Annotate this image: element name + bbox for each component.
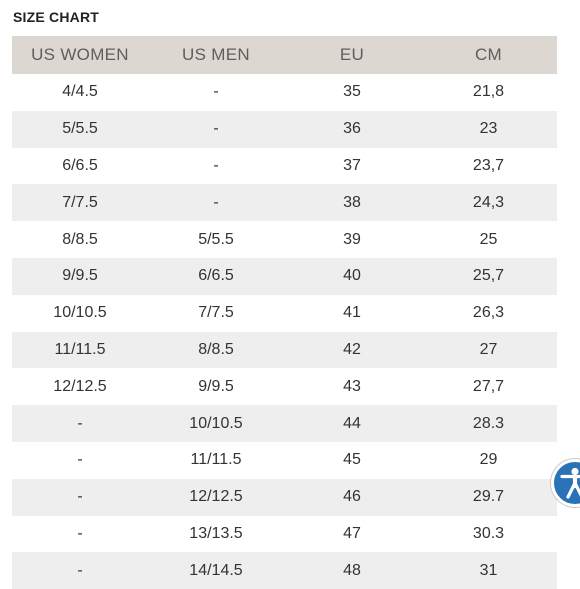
cell-us-women: 8/8.5: [62, 230, 98, 248]
table-row: 10/10.5 7/7.5 41 26,3: [12, 295, 557, 332]
cell-cm: 25,7: [420, 257, 557, 295]
cell-cm: 29.7: [420, 478, 557, 516]
cell-us-men: 7/7.5: [198, 304, 234, 322]
cell-us-women: -: [12, 405, 148, 442]
cell-eu: 42: [284, 331, 420, 369]
table-body: 4/4.5-35 21,8 5/5.5-36 23 6/6.5-37 23,7 7/7.5-…: [12, 74, 557, 589]
cell-us-men: 12/12.5: [148, 478, 284, 516]
cell-cm: 21,8: [472, 83, 505, 101]
table-row: 9/9.5 6/6.5 40 25,7: [12, 257, 557, 295]
table-row: - 13/13.5 47 30.3: [12, 516, 557, 553]
cell-eu: 35: [343, 83, 361, 101]
cell-us-women: 7/7.5: [12, 184, 148, 222]
accessibility-icon: [560, 467, 580, 499]
cell-eu: 47: [343, 524, 361, 542]
cell-us-men: 10/10.5: [148, 405, 284, 442]
table-row: 4/4.5 - 35 21,8: [12, 74, 557, 111]
table-row: 7/7.5-38 24,3: [12, 184, 557, 222]
cell-cm: 24,3: [420, 184, 557, 222]
header-eu: EU: [284, 36, 420, 74]
table-row: 8/8.5 5/5.5 39 25: [12, 221, 557, 258]
cell-us-men: 14/14.5: [148, 552, 284, 589]
size-chart-title: SIZE CHART: [13, 9, 99, 25]
header-cm: CM: [420, 36, 557, 74]
cell-eu: 46: [284, 478, 420, 516]
cell-eu: 37: [343, 156, 361, 174]
cell-us-women: 10/10.5: [53, 304, 107, 322]
cell-cm: 31: [420, 552, 557, 589]
cell-eu: 43: [343, 377, 361, 395]
cell-eu: 45: [343, 451, 361, 469]
cell-cm: 27: [420, 331, 557, 369]
table-header-row: US WOMEN US MEN EU CM: [12, 36, 557, 74]
cell-us-men: 11/11.5: [190, 451, 242, 469]
table-row: 5/5.5-36 23: [12, 110, 557, 148]
header-us-men: US MEN: [148, 36, 284, 74]
cell-cm: 30.3: [472, 524, 505, 542]
cell-us-men: -: [148, 110, 284, 148]
cell-cm: 26,3: [472, 304, 505, 322]
cell-eu: 44: [284, 405, 420, 442]
header-us-women: US WOMEN: [12, 36, 148, 74]
cell-us-women: -: [12, 552, 148, 589]
cell-eu: 41: [343, 304, 361, 322]
size-chart-table: US WOMEN US MEN EU CM 4/4.5-35 21,8 5/5.5-…: [12, 36, 557, 589]
cell-us-men: 9/9.5: [198, 377, 234, 395]
cell-eu: 39: [343, 230, 361, 248]
cell-us-men: -: [213, 83, 219, 101]
table-row: 12/12.5 9/9.5 43 27,7: [12, 368, 557, 405]
cell-us-men: -: [213, 156, 219, 174]
cell-us-men: -: [148, 184, 284, 222]
cell-cm: 29: [479, 451, 498, 469]
cell-us-men: 13/13.5: [189, 524, 243, 542]
cell-cm: 23,7: [472, 156, 505, 174]
cell-us-women: 12/12.5: [53, 377, 107, 395]
table-row: -10/10.5 44 28.3: [12, 405, 557, 442]
cell-us-women: 4/4.5: [62, 83, 98, 101]
cell-us-men: 6/6.5: [148, 257, 284, 295]
table-row: -14/14.5 48 31: [12, 552, 557, 589]
cell-cm: 25: [479, 230, 498, 248]
table-row: 11/11.5 8/8.5 42 27: [12, 331, 557, 369]
cell-eu: 40: [284, 257, 420, 295]
cell-us-women: 9/9.5: [12, 257, 148, 295]
cell-cm: 27,7: [472, 377, 505, 395]
cell-us-women: -: [12, 478, 148, 516]
table-row: 6/6.5 - 37 23,7: [12, 148, 557, 185]
cell-us-women: 5/5.5: [12, 110, 148, 148]
cell-eu: 48: [284, 552, 420, 589]
cell-us-women: -: [77, 524, 83, 542]
cell-us-women: 6/6.5: [62, 156, 98, 174]
cell-us-women: -: [77, 451, 83, 469]
cell-eu: 36: [284, 110, 420, 148]
cell-us-men: 5/5.5: [198, 230, 234, 248]
cell-cm: 23: [420, 110, 557, 148]
cell-us-women: 11/11.5: [12, 331, 148, 369]
cell-us-men: 8/8.5: [148, 331, 284, 369]
cell-eu: 38: [284, 184, 420, 222]
table-row: -12/12.5 46 29.7: [12, 478, 557, 516]
table-row: - 11/11.5 45 29: [12, 442, 557, 479]
cell-cm: 28.3: [420, 405, 557, 442]
